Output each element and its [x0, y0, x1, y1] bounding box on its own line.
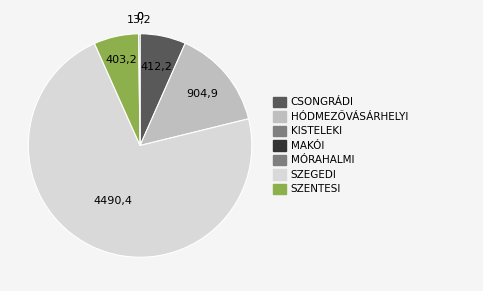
Text: 4490,4: 4490,4	[94, 196, 132, 206]
Wedge shape	[28, 43, 252, 257]
Wedge shape	[139, 34, 140, 146]
Text: 904,9: 904,9	[186, 89, 218, 99]
Wedge shape	[140, 34, 185, 146]
Text: 0: 0	[137, 12, 143, 22]
Text: 412,2: 412,2	[141, 62, 172, 72]
Text: 403,2: 403,2	[105, 55, 137, 65]
Wedge shape	[95, 34, 140, 146]
Legend: CSONGRÁDI, HÓDMEZŐVÁSÁRHELYI, KISTELEKI, MAKÓI, MÓRAHALMI, SZEGEDI, SZENTESI: CSONGRÁDI, HÓDMEZŐVÁSÁRHELYI, KISTELEKI,…	[271, 95, 410, 196]
Text: 13,2: 13,2	[127, 15, 152, 25]
Text: 0: 0	[137, 12, 143, 22]
Wedge shape	[140, 43, 249, 146]
